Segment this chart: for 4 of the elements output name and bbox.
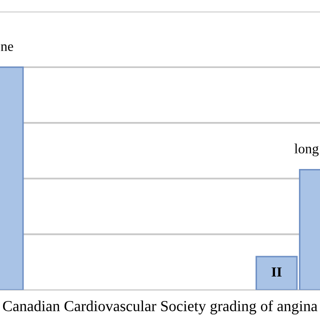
annotation: long (294, 144, 319, 156)
annotation: II (272, 267, 282, 277)
text: ne (0, 44, 14, 52)
x-axis-title: Canadian Cardiovascular Society grading of angina (3, 300, 318, 314)
